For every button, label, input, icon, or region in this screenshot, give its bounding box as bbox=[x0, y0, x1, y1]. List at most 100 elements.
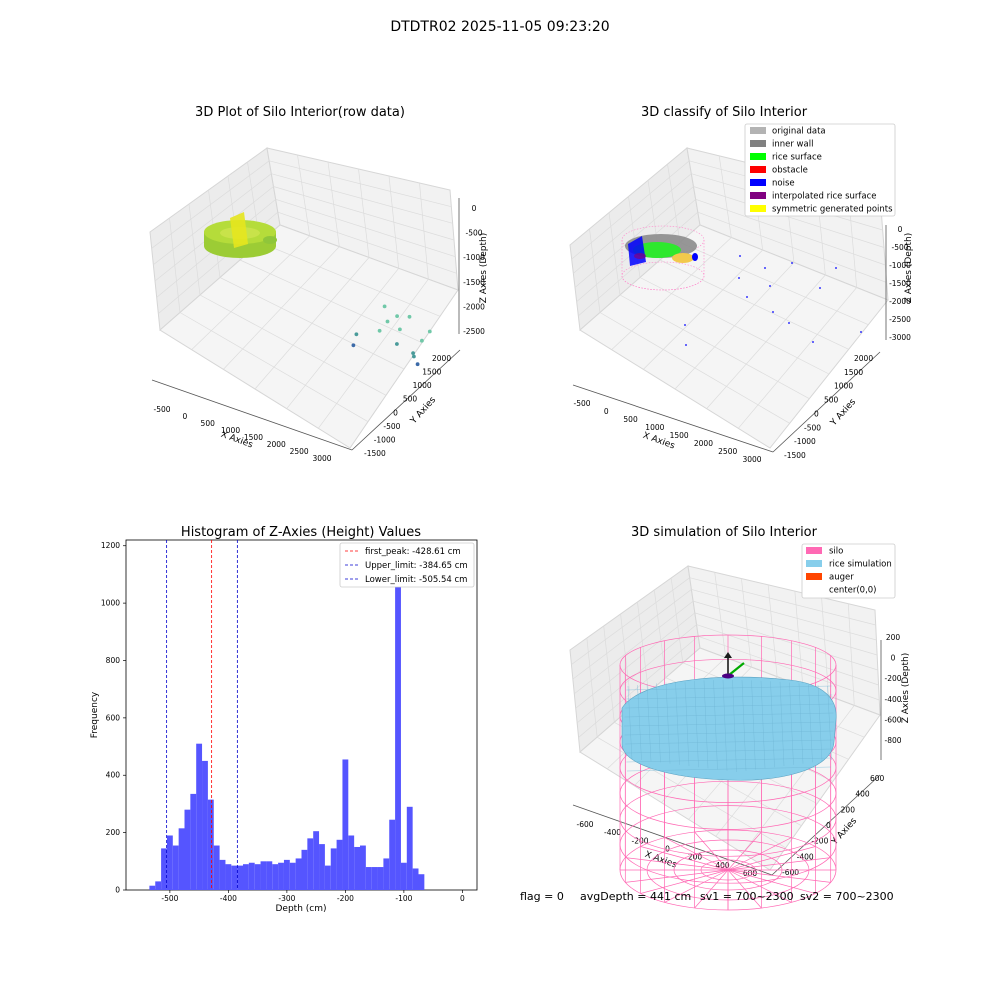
histogram-bar bbox=[319, 844, 325, 890]
simulation-legend: silo rice simulation auger center(0,0) bbox=[801, 543, 896, 599]
gridline bbox=[694, 612, 878, 671]
xticks-tick-label: 500 bbox=[201, 419, 216, 428]
silo-ring bbox=[619, 780, 837, 857]
histogram-bar bbox=[161, 848, 167, 890]
gridline bbox=[691, 589, 877, 641]
legend-swatch bbox=[750, 205, 766, 212]
x-tick-label: -100 bbox=[395, 894, 412, 903]
noise-point bbox=[788, 322, 790, 324]
gridline bbox=[620, 613, 632, 708]
yticks-tick-label: 500 bbox=[824, 396, 839, 405]
gridline bbox=[653, 589, 667, 678]
xticks-tick-label: 2000 bbox=[694, 439, 713, 448]
raw-data-point bbox=[407, 314, 412, 319]
xticks-tick-label: 1000 bbox=[221, 426, 240, 435]
histogram-vlines bbox=[166, 540, 238, 890]
xticks-tick-label: -500 bbox=[573, 399, 590, 408]
legend-label: first_peak: -428.61 cm bbox=[365, 547, 461, 557]
histogram-y-ticks: 0 200 400 600 800 1000 1200 bbox=[101, 541, 126, 895]
panel-raw-title: 3D Plot of Silo Interior(row data) bbox=[195, 105, 405, 120]
yticks-tick-label: 500 bbox=[403, 395, 418, 404]
histogram-bar bbox=[342, 759, 349, 890]
panel-raw-data: 3D Plot of Silo Interior(row data) -5000… bbox=[149, 105, 489, 463]
histogram-bar bbox=[178, 828, 185, 890]
rice-mesh-line bbox=[770, 681, 775, 768]
gridline bbox=[603, 625, 615, 723]
gridline bbox=[689, 577, 876, 626]
rice-mesh-line bbox=[637, 685, 642, 761]
xticks-tick-label: 1500 bbox=[670, 431, 689, 440]
histogram-bar bbox=[400, 862, 407, 890]
legend-label: Upper_limit: -384.65 cm bbox=[365, 561, 468, 571]
classify-symmetric-points bbox=[672, 253, 694, 263]
xticks-tick-label: 2500 bbox=[718, 447, 737, 456]
zticks-tick-label: -1000 bbox=[889, 261, 911, 270]
raw-z-label: Z Axies (Depth) bbox=[479, 233, 489, 304]
zticks-tick-label: 0 bbox=[891, 654, 896, 663]
zticks-tick-label: -200 bbox=[884, 674, 901, 683]
xticks-tick-label: 1500 bbox=[244, 433, 263, 442]
legend-label: inner wall bbox=[772, 140, 813, 150]
raw-data-point bbox=[395, 342, 399, 346]
simulation-rice-body bbox=[621, 676, 837, 781]
noise-point bbox=[746, 296, 748, 298]
gridline bbox=[318, 278, 429, 429]
histogram-bar bbox=[389, 819, 396, 890]
simulation-legend-entries: silo rice simulation auger center(0,0) bbox=[806, 547, 892, 596]
raw-data-point bbox=[420, 338, 424, 343]
simulation-z-label: Z Axies (Depth) bbox=[901, 653, 911, 724]
gridline bbox=[670, 577, 684, 663]
gridline bbox=[696, 624, 879, 686]
histogram-bar bbox=[412, 868, 419, 890]
zticks-tick-label: -2500 bbox=[463, 327, 485, 336]
x-tick-label: -300 bbox=[278, 894, 295, 903]
silo-ring bbox=[619, 805, 837, 884]
histogram-x-ticks: -500 -400 -300 -200 -100 0 bbox=[161, 890, 465, 903]
yticks-tick-label: 1000 bbox=[834, 382, 853, 391]
raw-ring-highlight bbox=[230, 212, 248, 248]
histogram-title: Histogram of Z-Axies (Height) Values bbox=[181, 525, 421, 540]
histogram-bar bbox=[383, 858, 390, 890]
zticks-tick-label: -500 bbox=[465, 229, 482, 238]
gridline bbox=[821, 597, 829, 696]
rice-mesh-line bbox=[713, 680, 718, 770]
histogram-bar bbox=[266, 861, 273, 890]
xticks-tick-label: 600 bbox=[743, 869, 758, 878]
noise-point bbox=[812, 341, 814, 343]
yticks-tick-label: 1500 bbox=[844, 368, 863, 377]
legend-label: rice simulation bbox=[829, 560, 892, 570]
gridline bbox=[698, 635, 880, 701]
y-tick-label: 1000 bbox=[101, 599, 120, 608]
noise-point bbox=[791, 262, 793, 264]
xticks-tick-label: -400 bbox=[604, 828, 621, 837]
histogram-bar bbox=[202, 760, 208, 890]
rice-mesh-line bbox=[751, 680, 756, 770]
xticks-tick-label: 3000 bbox=[742, 455, 761, 464]
panel-simulation: 3D simulation of Silo Interior -600-400-… bbox=[569, 525, 911, 911]
noise-point bbox=[772, 311, 774, 313]
silo-bottom-ring bbox=[646, 839, 810, 901]
x-tick-label: -500 bbox=[161, 894, 178, 903]
zticks-tick-label: -3000 bbox=[889, 333, 911, 342]
rice-mesh-line bbox=[798, 683, 804, 764]
histogram-bars bbox=[149, 561, 425, 890]
xticks-tick-label: 0 bbox=[604, 407, 609, 416]
yticks-tick-label: -1000 bbox=[374, 435, 396, 444]
legend-swatch bbox=[806, 573, 822, 580]
classify-legend-box bbox=[744, 123, 896, 217]
gridline bbox=[738, 287, 857, 429]
footer-sv1: sv1 = 700~2300 bbox=[700, 890, 794, 903]
legend-label: obstacle bbox=[772, 166, 808, 176]
noise-point bbox=[860, 331, 862, 333]
legend-label: rice surface bbox=[772, 153, 822, 163]
x-tick-label: 0 bbox=[460, 894, 465, 903]
histogram-bar bbox=[272, 864, 279, 890]
zticks-tick-label: -600 bbox=[884, 715, 901, 724]
yticks-tick-label: -200 bbox=[811, 837, 828, 846]
zticks-tick-label: -1500 bbox=[889, 279, 911, 288]
legend-swatch bbox=[806, 560, 822, 567]
zticks-tick-label: -2000 bbox=[889, 297, 911, 306]
